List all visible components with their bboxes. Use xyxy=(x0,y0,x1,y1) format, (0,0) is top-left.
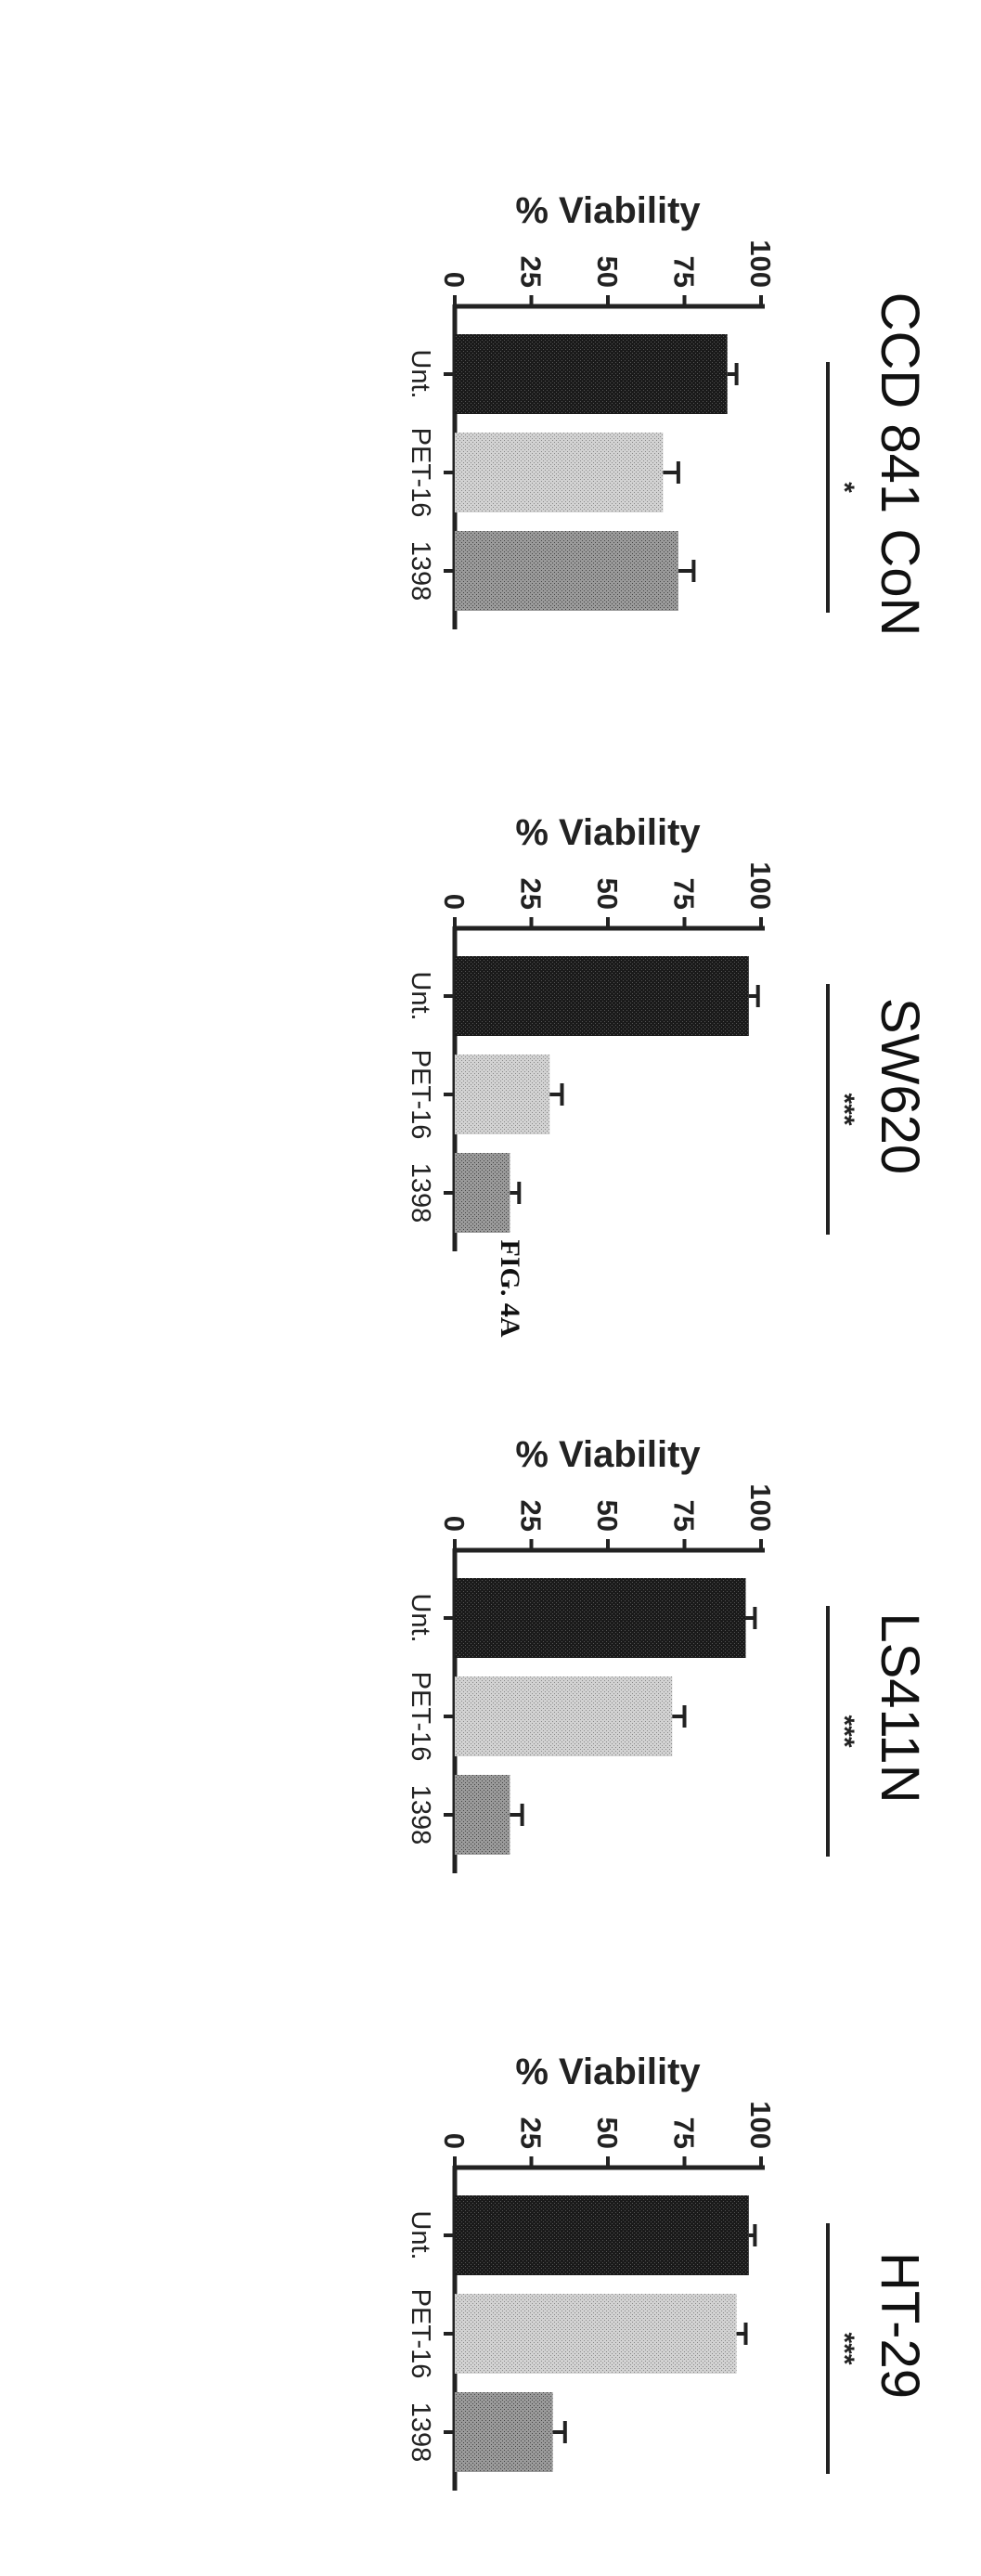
significance-stars: * xyxy=(829,482,859,493)
y-axis-label: % Viability xyxy=(515,1434,701,1475)
y-tick-label: 75 xyxy=(668,2117,701,2149)
chart-panel: CCD 841 CoN * 0 25 50 75 100 % Viability Unt. PET… xyxy=(406,190,930,636)
significance-stars: *** xyxy=(829,1093,859,1125)
y-tick-label: 25 xyxy=(515,256,548,288)
category-label: Unt. xyxy=(406,1593,435,1642)
category-label: PET-16 xyxy=(406,1050,435,1140)
bar xyxy=(455,956,749,1036)
significance-stars: *** xyxy=(829,1715,859,1747)
y-tick-label: 75 xyxy=(668,256,701,288)
category-label: PET-16 xyxy=(406,2289,435,2379)
chart-panel: SW620 *** 0 25 50 75 100 % Viability Unt. PET-16 1… xyxy=(406,812,930,1251)
y-tick-label: 25 xyxy=(515,1500,548,1532)
category-label: 1398 xyxy=(406,2402,435,2463)
chart-title: LS411N xyxy=(870,1612,930,1803)
bar xyxy=(455,2294,737,2374)
y-axis-label: % Viability xyxy=(515,190,701,231)
bar xyxy=(454,334,728,414)
y-tick-label: 0 xyxy=(438,272,471,288)
y-axis-label: % Viability xyxy=(515,2052,701,2092)
y-tick-label: 50 xyxy=(591,256,624,288)
y-axis-label: % Viability xyxy=(515,812,701,853)
chart-panel: LS411N *** 0 25 50 75 100 % Viability Unt. PET-16… xyxy=(406,1434,930,1873)
category-label: PET-16 xyxy=(406,1672,435,1762)
bar xyxy=(455,2195,749,2275)
y-tick-label: 0 xyxy=(438,894,471,910)
y-tick-label: 50 xyxy=(591,878,624,910)
category-label: 1398 xyxy=(406,541,435,602)
bar xyxy=(455,2392,553,2472)
category-label: PET-16 xyxy=(406,428,435,518)
y-tick-label: 100 xyxy=(744,1483,777,1532)
bar xyxy=(454,1055,550,1134)
chart-title: CCD 841 CoN xyxy=(870,292,930,637)
y-tick-label: 50 xyxy=(591,2117,624,2149)
y-tick-label: 100 xyxy=(744,2101,777,2149)
y-tick-label: 25 xyxy=(515,878,548,910)
chart-title: HT-29 xyxy=(870,2252,930,2399)
bar xyxy=(454,1676,673,1756)
significance-stars: *** xyxy=(829,2332,859,2364)
chart-panels: HT-29 *** 0 25 50 75 100 % Viability Unt. PET-16 1… xyxy=(406,190,930,2491)
bar xyxy=(454,1153,510,1233)
bar xyxy=(455,531,678,611)
figure-label: FIG. 4A xyxy=(495,1240,525,1338)
category-label: 1398 xyxy=(406,1785,435,1845)
category-label: 1398 xyxy=(406,1163,435,1223)
y-tick-label: 50 xyxy=(591,1500,624,1532)
y-tick-label: 100 xyxy=(744,239,777,288)
y-tick-label: 0 xyxy=(438,2133,471,2149)
y-tick-label: 75 xyxy=(668,1500,701,1532)
bar xyxy=(455,1578,746,1658)
category-label: Unt. xyxy=(406,2210,435,2259)
y-tick-label: 75 xyxy=(668,878,701,910)
chart-panel: HT-29 *** 0 25 50 75 100 % Viability Unt. PET-16 1… xyxy=(406,2052,930,2491)
bar xyxy=(455,433,664,512)
y-tick-label: 0 xyxy=(438,1516,471,1532)
chart-title: SW620 xyxy=(870,998,930,1174)
category-label: Unt. xyxy=(406,971,435,1020)
y-tick-label: 25 xyxy=(515,2117,548,2149)
category-label: Unt. xyxy=(406,349,435,398)
y-tick-label: 100 xyxy=(744,861,777,910)
bar xyxy=(454,1775,510,1855)
